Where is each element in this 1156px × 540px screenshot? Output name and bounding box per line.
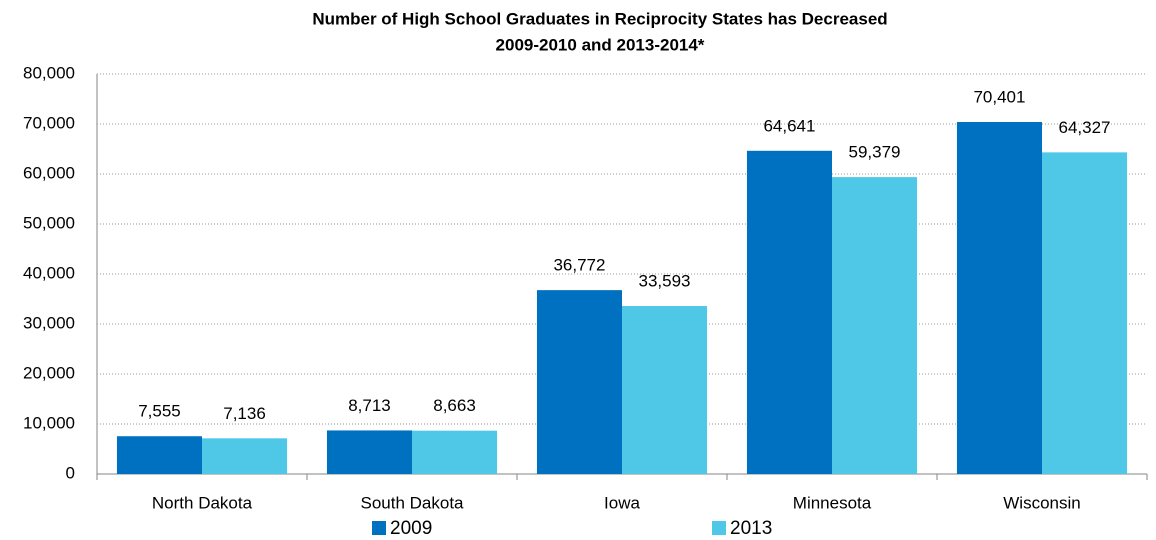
bar <box>832 177 918 475</box>
bar <box>1042 152 1128 475</box>
y-tick-label: 40,000 <box>23 263 75 282</box>
value-label: 64,641 <box>763 116 815 135</box>
value-label: 7,136 <box>223 404 266 423</box>
chart-title: Number of High School Graduates in Recip… <box>312 9 887 28</box>
bar <box>956 121 1042 475</box>
legend-swatch <box>372 521 386 535</box>
value-label: 64,327 <box>1059 118 1111 137</box>
chart-subtitle: 2009-2010 and 2013-2014* <box>496 35 705 54</box>
x-tick-label: Minnesota <box>793 493 872 512</box>
bar <box>326 430 412 474</box>
y-tick-label: 50,000 <box>23 213 75 232</box>
bar <box>536 290 622 474</box>
y-tick-label: 70,000 <box>23 113 75 132</box>
bar <box>746 150 832 475</box>
value-label: 7,555 <box>138 402 181 421</box>
value-label: 70,401 <box>973 87 1025 106</box>
value-label: 59,379 <box>849 143 901 162</box>
x-tick-label: South Dakota <box>360 493 464 512</box>
y-tick-label: 30,000 <box>23 313 75 332</box>
value-label: 8,663 <box>433 396 476 415</box>
value-label: 8,713 <box>348 396 391 415</box>
y-tick-label: 20,000 <box>23 363 75 382</box>
x-tick-label: Iowa <box>604 493 640 512</box>
value-label: 33,593 <box>639 272 691 291</box>
bar <box>116 436 202 474</box>
value-label: 36,772 <box>553 256 605 275</box>
legend-label: 2013 <box>730 518 772 539</box>
x-tick-label: Wisconsin <box>1003 493 1080 512</box>
y-tick-label: 60,000 <box>23 163 75 182</box>
bar <box>622 306 708 474</box>
y-tick-label: 0 <box>66 463 75 482</box>
legend-label: 2009 <box>390 518 432 539</box>
legend-swatch <box>712 521 726 535</box>
y-tick-label: 80,000 <box>23 63 75 82</box>
x-tick-label: North Dakota <box>152 493 253 512</box>
bar <box>202 438 288 474</box>
bar <box>412 430 498 474</box>
y-tick-label: 10,000 <box>23 413 75 432</box>
